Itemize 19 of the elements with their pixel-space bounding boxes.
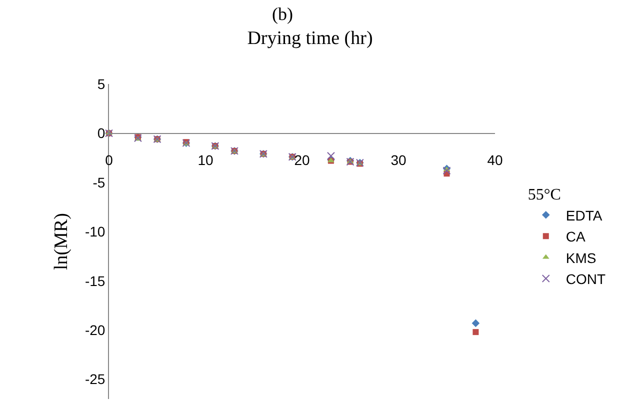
x-tick-label: 30: [390, 152, 406, 168]
y-axis-title: ln(MR): [50, 213, 72, 270]
x-tick-label: 10: [198, 152, 214, 168]
y-tick-label: -15: [84, 272, 106, 289]
y-tick-label: -5: [92, 174, 106, 190]
legend-label: KMS: [566, 250, 596, 266]
y-tick-label: 5: [97, 76, 106, 92]
legend-label: CONT: [566, 270, 606, 287]
legend-title: 55°C: [528, 186, 561, 204]
y-tick-label: 0: [97, 125, 106, 142]
x-axis-title: Drying time (hr): [247, 28, 373, 49]
legend-label: CA: [566, 228, 586, 245]
text: (b): [272, 4, 293, 24]
y-tick-label: -10: [84, 224, 106, 240]
y-tick-label: -20: [84, 322, 106, 338]
y-tick-label: -25: [84, 371, 106, 388]
legend-label: EDTA: [566, 207, 603, 224]
x-tick-label: 20: [294, 152, 310, 168]
x-tick-label: 40: [487, 152, 503, 168]
